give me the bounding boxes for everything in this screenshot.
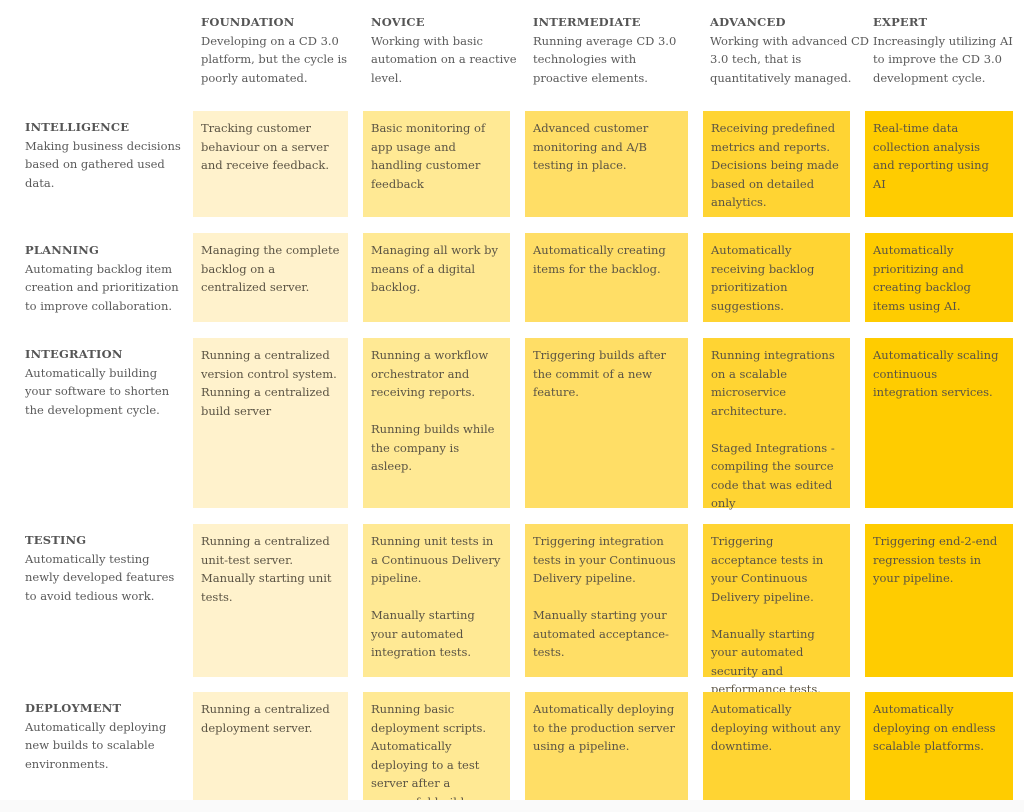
cell-intelligence-expert: Real-time data collection analysis and r… xyxy=(865,111,1013,217)
page-bottom-band xyxy=(0,800,1024,812)
cell-text: Triggering end-2-end regression tests in… xyxy=(873,534,998,585)
level-header-advanced: ADVANCED Working with advanced CD 3.0 te… xyxy=(710,13,870,87)
cell-text: Automatically receiving backlog prioriti… xyxy=(711,243,815,313)
level-description: Developing on a CD 3.0 platform, but the… xyxy=(201,33,348,85)
cell-planning-expert: Automatically prioritizing and creating … xyxy=(865,233,1013,322)
category-title: PLANNING xyxy=(25,243,99,257)
cell-planning-novice: Managing all work by means of a digital … xyxy=(363,233,510,322)
cell-testing-expert: Triggering end-2-end regression tests in… xyxy=(865,524,1013,677)
cell-planning-intermediate: Automatically creating items for the bac… xyxy=(525,233,688,322)
level-description: Working with basic automation on a react… xyxy=(371,33,517,85)
cell-deployment-advanced: Automatically deploying without any down… xyxy=(703,692,850,800)
cell-text: Automatically deploying without any down… xyxy=(711,702,841,753)
cell-text: Triggering acceptance tests in your Cont… xyxy=(711,534,824,604)
cell-text: Automatically creating items for the bac… xyxy=(533,243,666,276)
cell-text: Manually starting your automated accepta… xyxy=(533,608,669,659)
cell-text: Automatically deploying to the productio… xyxy=(533,702,675,753)
level-header-expert: EXPERT Increasingly utilizing AI to impr… xyxy=(873,13,1018,87)
cell-intelligence-foundation: Tracking customer behaviour on a server … xyxy=(193,111,348,217)
level-title: INTERMEDIATE xyxy=(533,15,641,29)
category-description: Automating backlog item creation and pri… xyxy=(25,261,179,313)
category-description: Making business decisions based on gathe… xyxy=(25,138,181,190)
cell-text: Running a centralized version control sy… xyxy=(201,348,337,418)
cell-text: Advanced customer monitoring and A/B tes… xyxy=(533,121,649,172)
cell-text: Triggering builds after the commit of a … xyxy=(533,348,667,399)
cell-text: Managing all work by means of a digital … xyxy=(371,243,498,294)
cell-text: Automatically prioritizing and creating … xyxy=(873,243,971,313)
cell-deployment-novice: Running basic deployment scripts. Automa… xyxy=(363,692,510,809)
cell-testing-intermediate: Triggering integration tests in your Con… xyxy=(525,524,688,677)
level-header-novice: NOVICE Working with basic automation on … xyxy=(371,13,521,87)
category-title: INTELLIGENCE xyxy=(25,120,130,134)
cell-text: Automatically deploying on endless scala… xyxy=(873,702,996,753)
cell-text: Managing the complete backlog on a centr… xyxy=(201,243,340,294)
cell-deployment-intermediate: Automatically deploying to the productio… xyxy=(525,692,688,800)
category-header-intelligence: INTELLIGENCE Making business decisions b… xyxy=(25,118,185,192)
cell-integration-expert: Automatically scaling continuous integra… xyxy=(865,338,1013,508)
cell-text: Running a centralized unit-test server. … xyxy=(201,534,332,604)
cell-integration-intermediate: Triggering builds after the commit of a … xyxy=(525,338,688,508)
category-title: DEPLOYMENT xyxy=(25,701,122,715)
cell-intelligence-advanced: Receiving predefined metrics and reports… xyxy=(703,111,850,217)
level-header-foundation: FOUNDATION Developing on a CD 3.0 platfo… xyxy=(201,13,351,87)
cell-text: Receiving predefined metrics and reports… xyxy=(711,121,839,209)
category-description: Automatically deploying new builds to sc… xyxy=(25,719,167,771)
cell-planning-foundation: Managing the complete backlog on a centr… xyxy=(193,233,348,322)
cell-text: Real-time data collection analysis and r… xyxy=(873,121,989,191)
category-header-testing: TESTING Automatically testing newly deve… xyxy=(25,531,185,605)
cell-text: Staged Integrations - compiling the sour… xyxy=(711,440,835,511)
cell-text: Manually starting your automated securit… xyxy=(711,626,821,697)
cell-deployment-expert: Automatically deploying on endless scala… xyxy=(865,692,1013,800)
cell-testing-foundation: Running a centralized unit-test server. … xyxy=(193,524,348,677)
cell-integration-foundation: Running a centralized version control sy… xyxy=(193,338,348,508)
level-title: EXPERT xyxy=(873,15,928,29)
level-description: Working with advanced CD 3.0 tech, that … xyxy=(710,33,869,85)
category-description: Automatically testing newly developed fe… xyxy=(25,551,175,603)
cell-text: Basic monitoring of app usage and handli… xyxy=(371,121,486,191)
level-description: Increasingly utilizing AI to improve the… xyxy=(873,33,1013,85)
cell-testing-novice: Running unit tests in a Continuous Deliv… xyxy=(363,524,510,677)
cell-deployment-foundation: Running a centralized deployment server. xyxy=(193,692,348,800)
level-title: FOUNDATION xyxy=(201,15,295,29)
category-title: TESTING xyxy=(25,533,87,547)
cell-text: Running builds while the company is asle… xyxy=(371,422,495,473)
cell-text: Running unit tests in a Continuous Deliv… xyxy=(371,534,501,585)
cell-intelligence-intermediate: Advanced customer monitoring and A/B tes… xyxy=(525,111,688,217)
cell-text: Manually starting your automated integra… xyxy=(371,608,475,659)
category-header-integration: INTEGRATION Automatically building your … xyxy=(25,345,185,419)
category-header-deployment: DEPLOYMENT Automatically deploying new b… xyxy=(25,699,185,773)
category-description: Automatically building your software to … xyxy=(25,365,170,417)
cell-text: Running integrations on a scalable micro… xyxy=(711,348,835,418)
category-title: INTEGRATION xyxy=(25,347,123,361)
cell-integration-novice: Running a workflow orchestrator and rece… xyxy=(363,338,510,508)
cell-text: Running basic deployment scripts. Automa… xyxy=(371,702,487,809)
cell-text: Running a workflow orchestrator and rece… xyxy=(371,348,489,399)
cell-text: Triggering integration tests in your Con… xyxy=(533,534,676,585)
cell-testing-advanced: Triggering acceptance tests in your Cont… xyxy=(703,524,850,696)
category-header-planning: PLANNING Automating backlog item creatio… xyxy=(25,241,185,315)
cell-text: Tracking customer behaviour on a server … xyxy=(201,121,329,172)
level-header-intermediate: INTERMEDIATE Running average CD 3.0 tech… xyxy=(533,13,693,87)
cell-text: Running a centralized deployment server. xyxy=(201,702,330,735)
level-title: ADVANCED xyxy=(710,15,786,29)
cell-integration-advanced: Running integrations on a scalable micro… xyxy=(703,338,850,510)
level-title: NOVICE xyxy=(371,15,425,29)
cell-text: Automatically scaling continuous integra… xyxy=(873,348,999,399)
cell-intelligence-novice: Basic monitoring of app usage and handli… xyxy=(363,111,510,217)
cell-planning-advanced: Automatically receiving backlog prioriti… xyxy=(703,233,850,322)
level-description: Running average CD 3.0 technologies with… xyxy=(533,33,677,85)
